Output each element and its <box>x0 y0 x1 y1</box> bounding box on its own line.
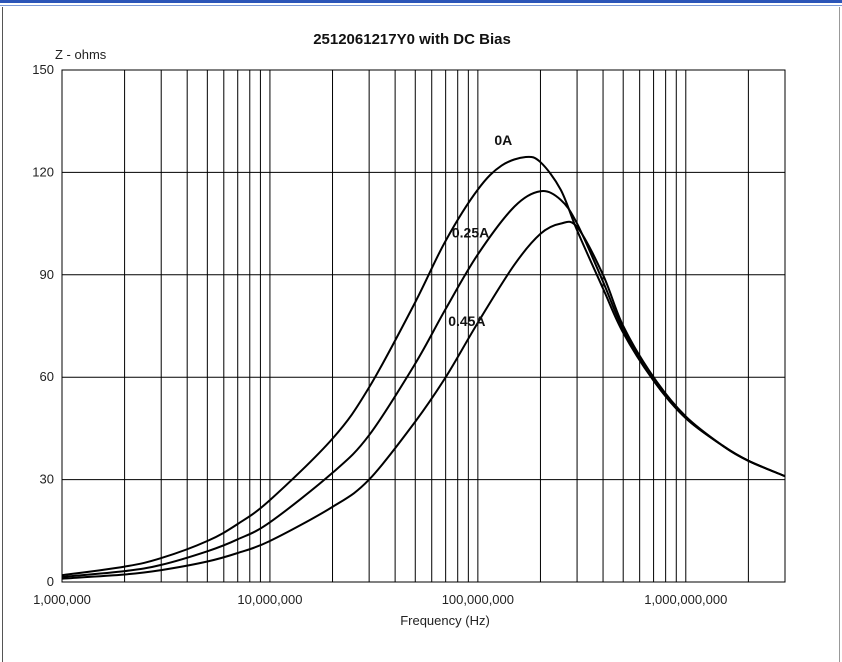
window-top-border <box>0 0 842 3</box>
x-tick-label: 1,000,000 <box>33 592 91 607</box>
x-tick-label: 100,000,000 <box>442 592 514 607</box>
plot-frame <box>61 69 786 583</box>
grid-layer <box>61 69 786 583</box>
y-tick-label: 120 <box>32 164 54 179</box>
window-right-border <box>839 7 840 662</box>
series-line-0.25A <box>61 190 786 578</box>
series-label-0.25A: 0.25A <box>452 224 489 240</box>
x-tick-label: 10,000,000 <box>237 592 302 607</box>
series-label-0.45A: 0.45A <box>448 313 485 329</box>
series-line-0.45A <box>61 220 786 580</box>
window-top-border-inner <box>0 5 842 6</box>
y-tick-label: 150 <box>32 62 54 77</box>
x-axis-title: Frequency (Hz) <box>400 613 490 628</box>
chart-title: 2512061217Y0 with DC Bias <box>313 31 511 48</box>
x-tick-label: 1,000,000,000 <box>644 592 727 607</box>
series-label-0A: 0A <box>494 132 512 148</box>
series-layer: 0A 0.25A 0.45A <box>61 132 786 580</box>
y-tick-label: 60 <box>40 369 54 384</box>
tick-layer: 0 30 60 90 120 150 1,000,000 10,000,000 100,000,… <box>32 62 727 607</box>
y-axis-title: Z - ohms <box>55 47 107 62</box>
y-tick-label: 90 <box>40 267 54 282</box>
window-left-border <box>2 7 3 662</box>
y-tick-label: 30 <box>40 472 54 487</box>
y-tick-label: 0 <box>47 574 54 589</box>
